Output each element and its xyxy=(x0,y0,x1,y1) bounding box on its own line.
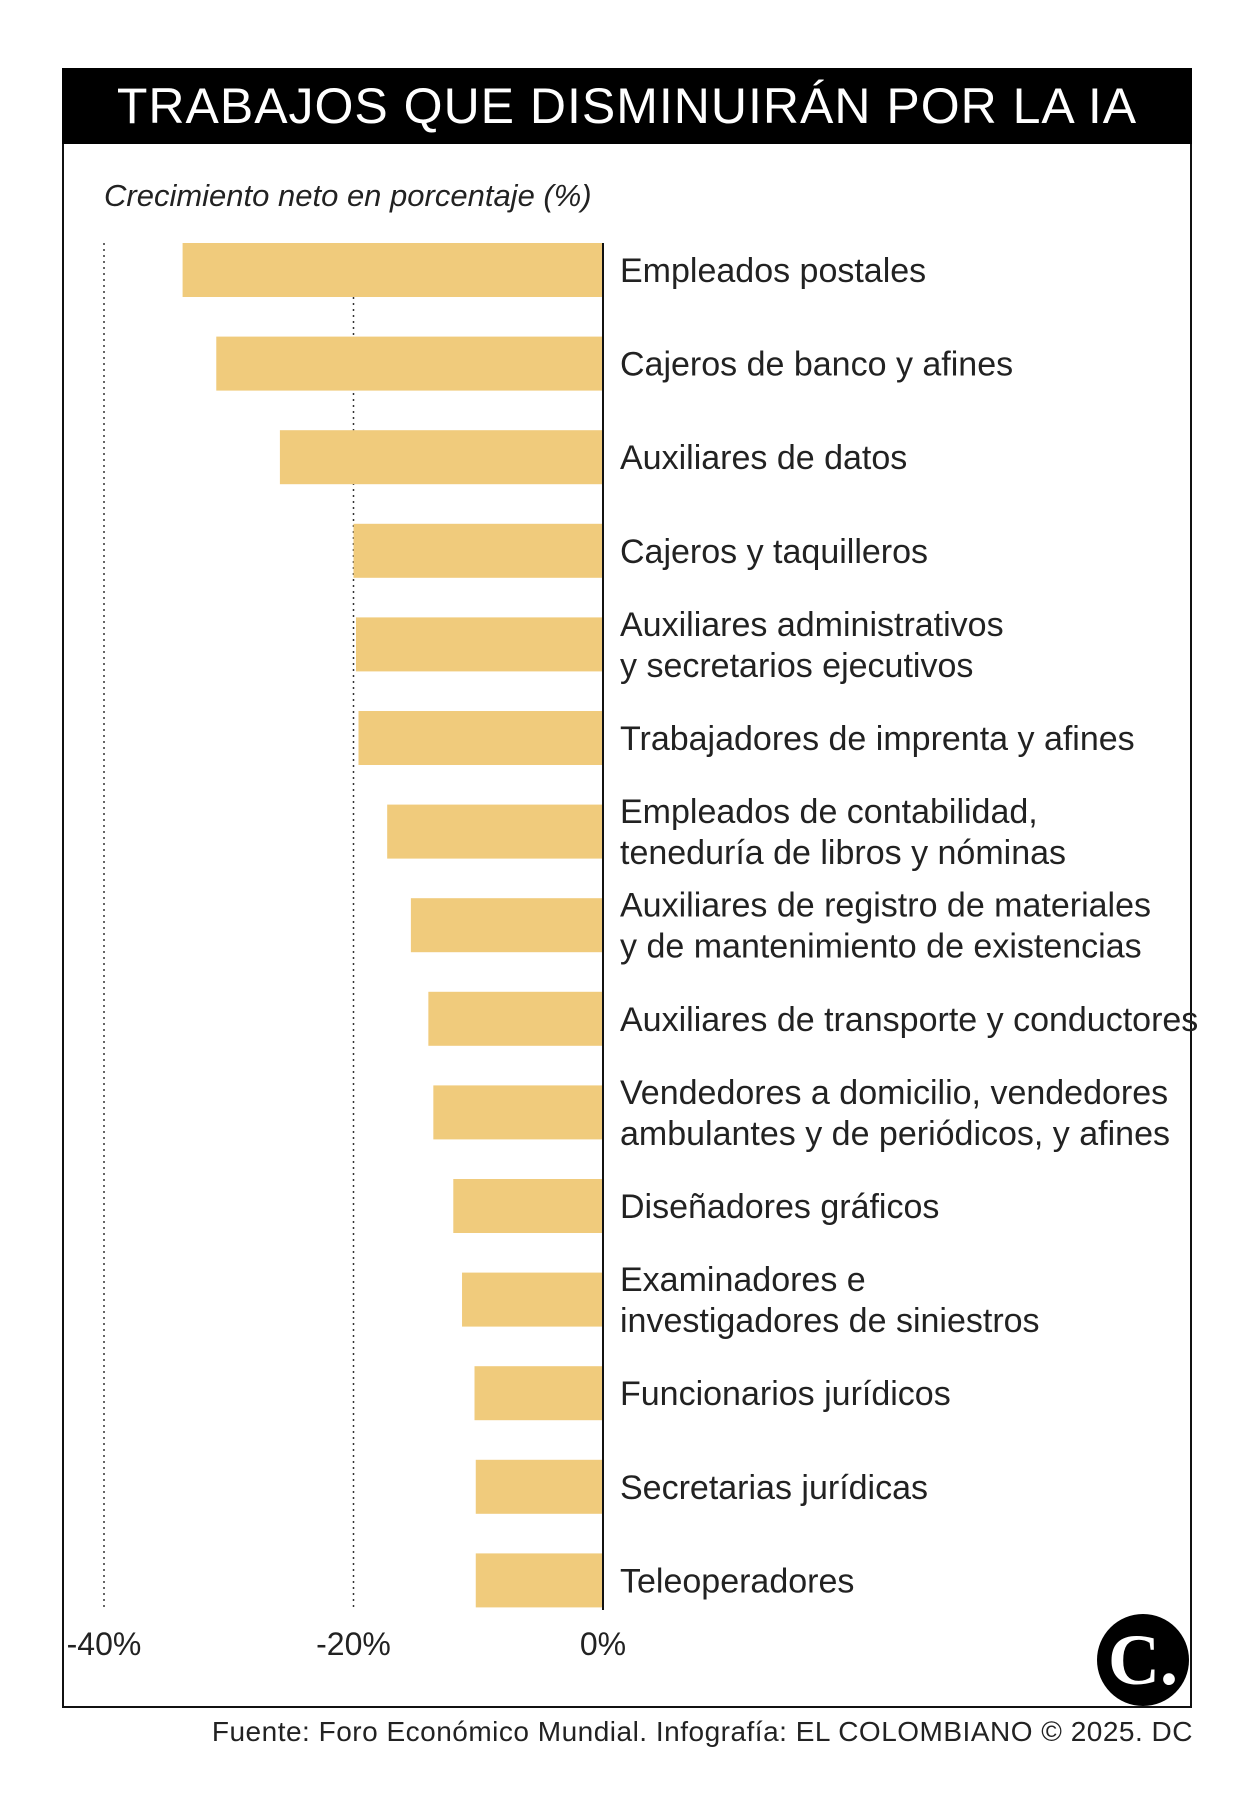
bar xyxy=(355,617,603,672)
bar xyxy=(462,1272,603,1327)
bar xyxy=(428,991,603,1046)
category-label: Vendedores a domicilio, vendedores ambula… xyxy=(620,1074,1170,1153)
bar xyxy=(353,523,603,578)
bar xyxy=(410,898,603,953)
chart-subtitle: Crecimiento neto en porcentaje (%) xyxy=(104,178,592,213)
category-label: Funcionarios jurídicos xyxy=(620,1375,951,1413)
bar xyxy=(475,1459,603,1514)
bar xyxy=(475,1553,603,1608)
bar xyxy=(453,1179,603,1233)
x-tick-label: -40% xyxy=(67,1626,142,1662)
x-tick-label: 0% xyxy=(580,1626,626,1662)
source-note: Fuente: Foro Económico Mundial. Infograf… xyxy=(211,1716,1193,1747)
category-label: Teleoperadores xyxy=(620,1562,854,1600)
category-label: Secretarias jurídicas xyxy=(620,1469,928,1507)
bar xyxy=(358,711,603,765)
category-label: Cajeros y taquilleros xyxy=(620,533,928,571)
category-label: Auxiliares de transporte y conductores xyxy=(620,1001,1198,1039)
category-label: Cajeros de banco y afines xyxy=(620,346,1013,384)
category-label: Empleados de contabilidad, teneduría de l… xyxy=(620,793,1066,872)
category-label: Trabajadores de imprenta y afines xyxy=(620,720,1135,758)
category-label: Empleados postales xyxy=(620,252,926,290)
bar xyxy=(433,1085,603,1140)
category-label: Auxiliares administrativos y secretarios … xyxy=(620,606,1004,685)
logo-glyph: C. xyxy=(1108,1619,1178,1700)
category-label: Auxiliares de registro de materiales y de… xyxy=(620,887,1151,966)
el-colombiano-logo: C. xyxy=(1097,1614,1189,1706)
chart-title: TRABAJOS QUE DISMINUIRÁN POR LA IA xyxy=(62,68,1192,144)
category-label: Diseñadores gráficos xyxy=(620,1188,939,1226)
bar xyxy=(182,243,603,297)
category-label: Examinadores e investigadores de siniestr… xyxy=(620,1261,1040,1340)
bar xyxy=(474,1366,603,1421)
bar xyxy=(387,804,603,859)
category-label: Auxiliares de datos xyxy=(620,439,907,477)
x-tick-label: -20% xyxy=(316,1626,391,1662)
bar xyxy=(216,336,603,391)
bar xyxy=(279,430,603,485)
